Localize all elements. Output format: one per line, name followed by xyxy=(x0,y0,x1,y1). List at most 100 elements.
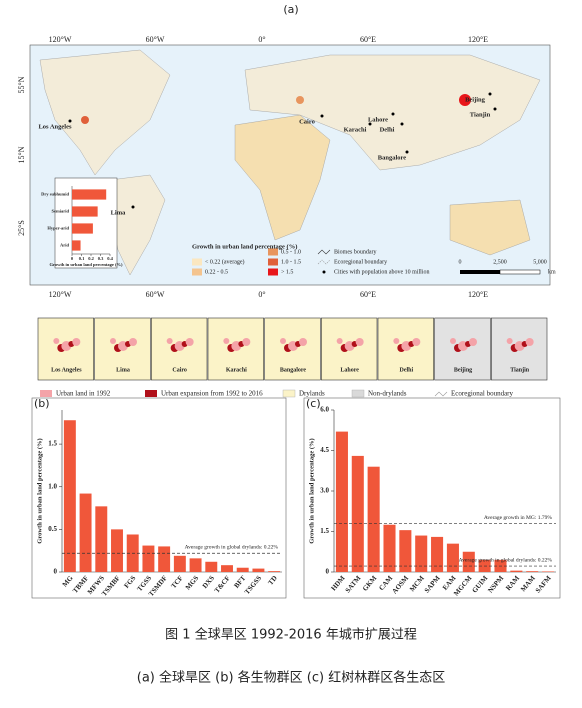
city-label: Lahore xyxy=(368,116,388,123)
legend-dot xyxy=(322,270,326,274)
bar xyxy=(72,206,98,217)
legend-label: 1.0 - 1.5 xyxy=(281,259,301,265)
panel-label: (a) xyxy=(283,3,298,16)
bar xyxy=(526,571,539,572)
bar xyxy=(252,568,265,572)
bar xyxy=(446,543,459,572)
panel-label: (b) xyxy=(34,397,50,410)
x-tick-label: 0.3 xyxy=(98,256,104,261)
city-dot xyxy=(391,112,395,116)
legend-label: Cities with population above 10 million xyxy=(334,269,430,275)
legend-title: Growth in urban land percentage (%) xyxy=(192,243,297,250)
lon-label: 0° xyxy=(258,290,265,299)
x-tick-label: 0.1 xyxy=(79,256,85,261)
bar xyxy=(189,558,202,572)
city-dot xyxy=(368,122,372,126)
bar xyxy=(142,545,155,572)
urban-blob xyxy=(336,338,343,344)
x-tick-label: T&CF xyxy=(213,574,232,594)
lat-label: 55°N xyxy=(17,76,26,93)
city-label: Cairo xyxy=(299,118,315,125)
scale-label: 2,500 xyxy=(493,259,507,265)
urban-blob xyxy=(450,338,456,344)
caption: 图 1 全球旱区 1992-2016 年城市扩展过程 xyxy=(165,627,417,643)
hotspot xyxy=(81,116,89,124)
legend-label: > 1.5 xyxy=(281,269,293,275)
urban-blob xyxy=(412,338,421,346)
y-tick-label: Dry subhumid xyxy=(41,192,69,197)
lon-label: 120°E xyxy=(468,290,488,299)
y-tick-label: 0 xyxy=(326,568,330,576)
bar xyxy=(72,223,93,234)
reference-label: Average growth in MG: 1.79% xyxy=(484,515,553,521)
city-dot xyxy=(493,107,497,111)
city-dot xyxy=(131,205,135,209)
legend-label: Ecoregional boundary xyxy=(451,390,514,398)
x-tick-label: NSPM xyxy=(486,574,505,595)
scale-label: 5,000 xyxy=(533,259,547,265)
bar xyxy=(63,420,76,572)
city-label: Beijing xyxy=(465,96,486,103)
bar xyxy=(383,524,396,572)
city-dot xyxy=(405,150,409,154)
plot-frame xyxy=(31,397,287,599)
inset-city: Lima xyxy=(116,367,130,373)
inset-city: Lahore xyxy=(340,367,359,373)
y-tick-label: 4.5 xyxy=(320,446,329,454)
lon-label: 120°E xyxy=(468,35,488,44)
legend-label: 0.5 - 1.0 xyxy=(281,249,301,255)
y-tick-label: Arid xyxy=(60,243,69,248)
urban-blob xyxy=(469,338,477,346)
city-dot xyxy=(320,114,324,118)
bar xyxy=(510,570,523,572)
urban-blob xyxy=(166,338,173,344)
legend-swatch xyxy=(282,389,296,398)
y-tick-label: 0 xyxy=(54,568,58,576)
bar xyxy=(399,530,412,572)
legend-line xyxy=(317,249,331,255)
bar xyxy=(79,493,92,572)
bar xyxy=(158,546,171,572)
lon-label: 120°W xyxy=(49,290,72,299)
scale-label: 0 xyxy=(459,259,462,265)
hotspot xyxy=(296,96,304,104)
urban-blob xyxy=(393,338,400,344)
x-tick-label: TCF xyxy=(169,574,184,590)
x-tick-label: GKM xyxy=(361,574,379,593)
x-tick-label: SAFM xyxy=(534,574,553,595)
scale-bar xyxy=(499,269,541,275)
urban-blob xyxy=(72,338,81,346)
city-label: Tianjin xyxy=(470,111,491,118)
lat-label: 15°N xyxy=(17,146,26,163)
legend-label: Biomes boundary xyxy=(334,249,377,255)
legend-line xyxy=(317,259,331,265)
city-label: Bangalore xyxy=(378,154,407,161)
legend-line xyxy=(434,391,448,397)
inset-strip: Los Angeles Lima Cairo Karachi Bangalore Laho… xyxy=(37,317,548,381)
bar xyxy=(268,571,281,572)
x-axis-label: Growth in urban land percentage (%) xyxy=(50,262,123,267)
y-axis-label: Growth in urban land percentage (%) xyxy=(36,438,43,543)
bar xyxy=(351,455,364,572)
lon-label: 60°E xyxy=(360,290,376,299)
urban-blob xyxy=(242,338,251,346)
inset-city: Beijing xyxy=(454,367,472,373)
urban-blob xyxy=(299,338,307,346)
inset-city: Karachi xyxy=(226,367,247,373)
legend-label: Urban land in 1992 xyxy=(56,390,111,398)
urban-blob xyxy=(110,338,116,344)
urban-blob xyxy=(129,338,137,346)
x-tick-label: RAM xyxy=(504,574,521,592)
scale-label: km xyxy=(548,269,556,275)
inset-city: Tianjin xyxy=(510,367,530,373)
legend-swatch xyxy=(192,258,202,266)
legend-swatch xyxy=(145,390,157,397)
y-tick-label: 1.0 xyxy=(48,482,57,490)
bar xyxy=(335,431,348,572)
x-tick-label: 0 xyxy=(71,256,74,261)
panel-label: (c) xyxy=(306,397,321,410)
bar xyxy=(431,536,444,572)
reference-label: Average growth in global drylands: 0.22% xyxy=(185,545,279,551)
city-dot xyxy=(68,119,72,123)
